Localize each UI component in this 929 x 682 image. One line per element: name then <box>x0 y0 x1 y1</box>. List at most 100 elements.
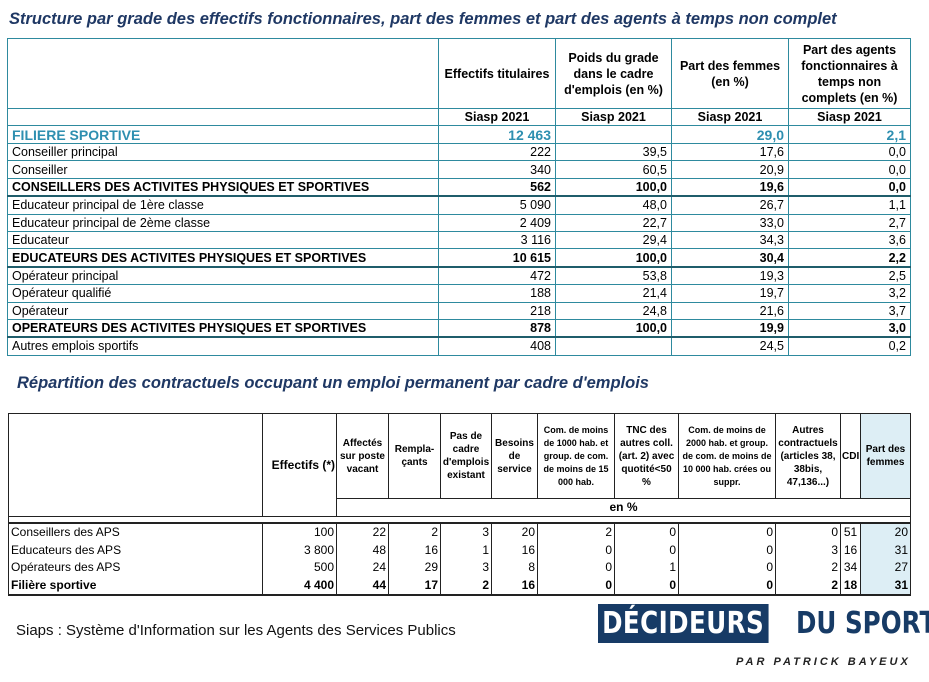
logo-part2: DU SPORT <box>796 606 929 641</box>
cell-value: 31 <box>860 576 911 596</box>
source-header: Siasp 2021 <box>555 108 672 126</box>
cell-value: 0 <box>775 522 841 541</box>
cell-value: 19,6 <box>671 178 789 198</box>
cell-value: 0 <box>614 522 679 541</box>
cell-value: 20 <box>860 522 911 541</box>
col-header: Autres contractuels (articles 38, 38bis,… <box>775 413 841 499</box>
cell-value: 188 <box>438 284 556 303</box>
cell-value: 19,3 <box>671 266 789 286</box>
cell-value: 17,6 <box>671 143 789 162</box>
cell-value: 51 <box>840 522 861 541</box>
table-row: Educateur 3 116 29,4 34,3 3,6 <box>7 231 911 250</box>
cell-value: 1 <box>440 541 492 559</box>
grade-structure-table: Effectifs titulaires Poids du grade dans… <box>7 38 911 356</box>
row-label: Conseiller principal <box>7 143 439 162</box>
cell-value: 10 615 <box>438 248 556 268</box>
cell-value: 33,0 <box>671 214 789 232</box>
col-header: Com. de moins de 1000 hab. et group. de … <box>537 413 615 499</box>
table-row: Filière sportive 4 400 44 17 2 16 0 0 0 2 18 31 <box>8 576 911 596</box>
cell-value: 24,5 <box>671 337 789 356</box>
cell-value: 20 <box>491 522 538 541</box>
cell-value: 2 409 <box>438 214 556 232</box>
cell-value: 0 <box>678 558 776 576</box>
cell-value: 21,6 <box>671 302 789 320</box>
header-blank <box>7 108 439 126</box>
cell-value: 100 <box>262 522 337 541</box>
row-label: OPERATEURS DES ACTIVITES PHYSIQUES ET SP… <box>7 319 439 339</box>
table-row: Conseillers des APS 100 22 2 3 20 2 0 0 0 51 20 <box>8 522 911 541</box>
cell-value: 3 <box>775 541 841 559</box>
table-row: Educateurs des APS 3 800 48 16 1 16 0 0 0 3 16 31 <box>8 541 911 559</box>
cell-value: 0 <box>614 541 679 559</box>
cell-value: 3 116 <box>438 231 556 250</box>
cell-value: 20,9 <box>671 160 789 179</box>
row-label: Educateur <box>7 231 439 250</box>
row-label: CONSEILLERS DES ACTIVITES PHYSIQUES ET S… <box>7 178 439 198</box>
cell-value: 0,0 <box>788 143 911 162</box>
cell-value: 16 <box>491 541 538 559</box>
logo-part1: DÉCIDEURS <box>598 604 769 643</box>
cell-value: 100,0 <box>555 248 672 268</box>
cell-value: 1,1 <box>788 196 911 215</box>
cell-value <box>555 337 672 356</box>
table-row: Opérateur qualifié 188 21,4 19,7 3,2 <box>7 284 911 303</box>
row-label: FILIERE SPORTIVE <box>7 125 439 144</box>
cell-value: 2,1 <box>788 125 911 144</box>
table1-title: Structure par grade des effectifs foncti… <box>9 10 837 28</box>
col-header: TNC des autres coll. (art. 2) avec quoti… <box>614 413 679 499</box>
table-row: OPERATEURS DES ACTIVITES PHYSIQUES ET SP… <box>7 319 911 339</box>
cell-value: 3,0 <box>788 319 911 339</box>
cell-value: 472 <box>438 266 556 286</box>
cell-value: 39,5 <box>555 143 672 162</box>
cell-value: 17 <box>388 576 441 596</box>
cell-value: 340 <box>438 160 556 179</box>
cell-value: 0 <box>678 541 776 559</box>
cell-value: 0,2 <box>788 337 911 356</box>
cell-value: 3 <box>440 558 492 576</box>
col-header: CDI <box>840 413 861 499</box>
row-label: Opérateur qualifié <box>7 284 439 303</box>
header-blank <box>8 413 263 517</box>
cell-value: 34,3 <box>671 231 789 250</box>
cell-value: 53,8 <box>555 266 672 286</box>
cell-value: 8 <box>491 558 538 576</box>
row-label: Autres emplois sportifs <box>7 337 439 356</box>
cell-value: 30,4 <box>671 248 789 268</box>
cell-value: 26,7 <box>671 196 789 215</box>
cell-value: 21,4 <box>555 284 672 303</box>
contractuels-table: Effectifs (*) Affectés sur poste vacant … <box>8 413 911 596</box>
cell-value: 12 463 <box>438 125 556 144</box>
logo: DÉCIDEURS DU SPORT PAR PATRICK BAYEUX <box>598 604 929 668</box>
cell-value: 0 <box>678 522 776 541</box>
cell-value: 222 <box>438 143 556 162</box>
logo-byline: PAR PATRICK BAYEUX <box>736 656 911 668</box>
cell-value: 3,6 <box>788 231 911 250</box>
source-header: Siasp 2021 <box>671 108 789 126</box>
row-label: Filière sportive <box>8 576 263 596</box>
cell-value: 44 <box>336 576 389 596</box>
cell-value <box>555 125 672 144</box>
cell-value: 2,2 <box>788 248 911 268</box>
cell-value: 24,8 <box>555 302 672 320</box>
table-row: Conseiller principal 222 39,5 17,6 0,0 <box>7 143 911 162</box>
cell-value: 2 <box>775 558 841 576</box>
row-label: Opérateur <box>7 302 439 320</box>
row-label: Educateur principal de 1ère classe <box>7 196 439 215</box>
col-header: Effectifs (*) <box>262 413 337 517</box>
row-label: Conseiller <box>7 160 439 179</box>
source-header: Siasp 2021 <box>788 108 911 126</box>
col-header: Part des femmes (en %) <box>671 38 789 109</box>
col-header: Besoins de service <box>491 413 538 499</box>
cell-value: 22 <box>336 522 389 541</box>
cell-value: 0 <box>537 576 615 596</box>
cell-value: 878 <box>438 319 556 339</box>
cell-value: 29,4 <box>555 231 672 250</box>
col-header: Pas de cadre d'emplois existant <box>440 413 492 499</box>
row-label: Opérateurs des APS <box>8 558 263 576</box>
cell-value: 0 <box>678 576 776 596</box>
cell-value: 100,0 <box>555 178 672 198</box>
cell-value: 3 800 <box>262 541 337 559</box>
table-row: CONSEILLERS DES ACTIVITES PHYSIQUES ET S… <box>7 178 911 198</box>
row-label: Opérateur principal <box>7 266 439 286</box>
cell-value: 100,0 <box>555 319 672 339</box>
